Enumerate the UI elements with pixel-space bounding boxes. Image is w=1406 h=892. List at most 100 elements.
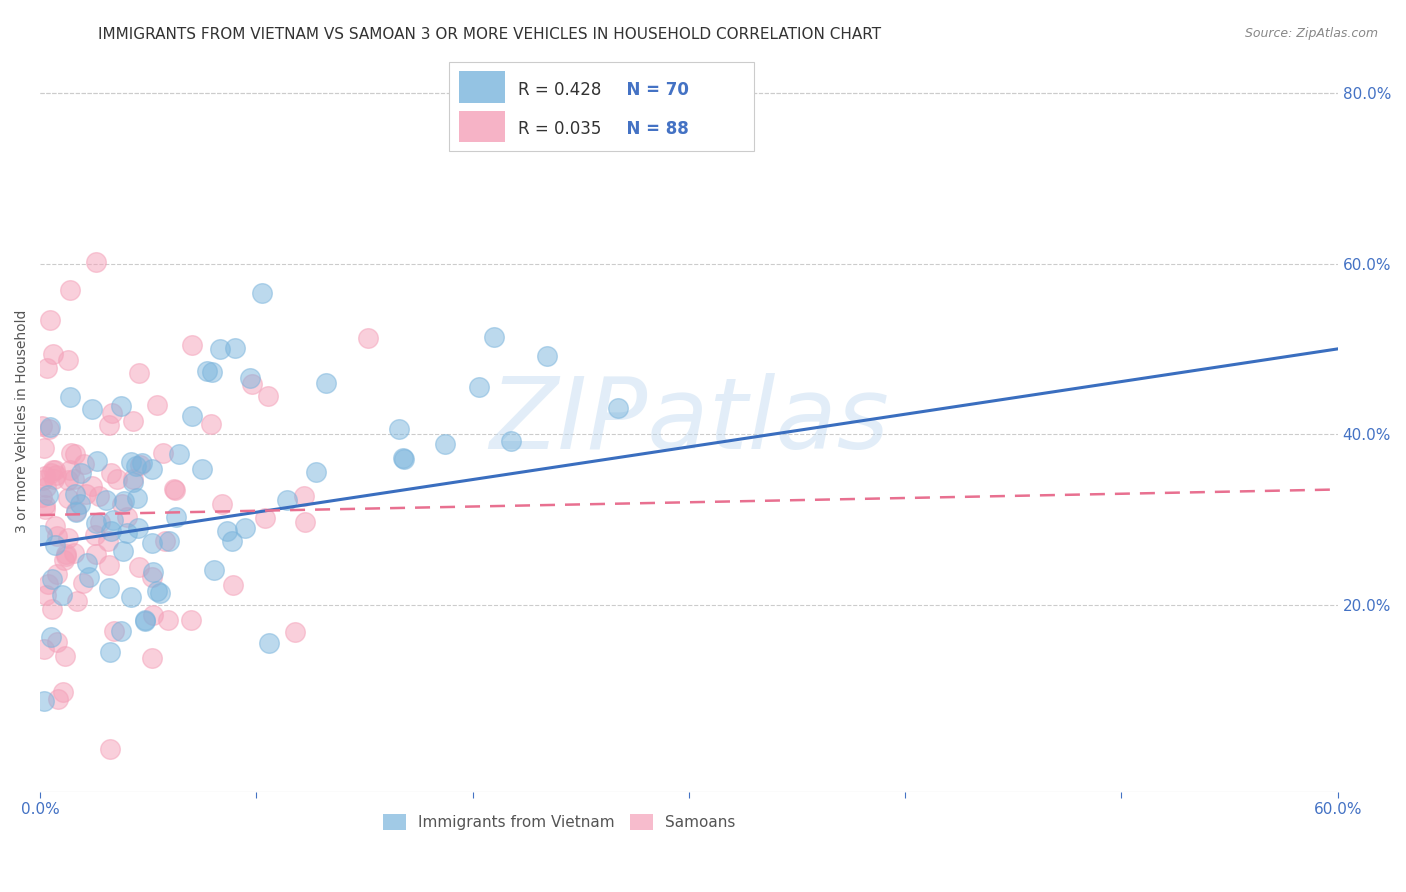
Point: [242, 376, 264, 391]
Point: [254, 511, 277, 525]
Point: [34, 502, 56, 516]
Point: [98, 645, 121, 659]
Point: [37, 488, 59, 502]
Point: [80, 401, 103, 416]
Point: [39, 419, 62, 434]
Point: [32, 641, 55, 656]
Text: R = 0.428: R = 0.428: [517, 81, 600, 99]
Point: [42, 347, 65, 361]
Point: [101, 513, 124, 527]
Point: [127, 521, 149, 535]
Point: [120, 590, 142, 604]
Point: [38, 422, 60, 436]
Point: [56, 352, 79, 367]
Point: [58, 491, 80, 506]
Point: [536, 349, 558, 363]
Point: [45, 529, 67, 543]
Point: [100, 467, 122, 481]
Point: [44, 463, 66, 477]
Point: [217, 524, 239, 538]
Point: [41, 602, 63, 616]
Point: [59, 463, 82, 477]
Point: [63, 487, 86, 501]
Point: [86, 453, 108, 467]
Point: [392, 451, 415, 466]
Point: [111, 497, 134, 511]
Point: [202, 563, 225, 577]
Point: [163, 483, 186, 497]
Point: [239, 370, 262, 384]
Point: [468, 380, 491, 394]
Point: [34, 498, 56, 512]
Point: [200, 417, 222, 431]
Point: [181, 409, 204, 423]
Point: [141, 535, 163, 549]
Point: [180, 613, 202, 627]
Point: [39, 313, 62, 327]
Point: [482, 330, 505, 344]
Point: [141, 462, 163, 476]
Point: [41, 466, 63, 480]
Bar: [460, 111, 505, 142]
Point: [69, 497, 91, 511]
Point: [59, 283, 82, 297]
Point: [128, 458, 150, 473]
Point: [83, 528, 105, 542]
Point: [315, 376, 337, 390]
Point: [146, 584, 169, 599]
Point: [73, 457, 96, 471]
Point: [75, 487, 97, 501]
Point: [134, 614, 156, 628]
Point: [65, 505, 87, 519]
Point: [98, 742, 121, 756]
Point: [124, 458, 146, 473]
Point: [128, 366, 150, 380]
Text: Source: ZipAtlas.com: Source: ZipAtlas.com: [1244, 27, 1378, 40]
Point: [59, 390, 82, 404]
Point: [63, 447, 86, 461]
Point: [56, 531, 79, 545]
Point: [42, 462, 65, 476]
Point: [84, 516, 107, 531]
Point: [31, 418, 53, 433]
Point: [125, 491, 148, 505]
Point: [34, 469, 56, 483]
Point: [31, 528, 53, 542]
Point: [501, 434, 523, 448]
Point: [142, 607, 165, 622]
Point: [45, 468, 67, 483]
Point: [141, 650, 163, 665]
Point: [32, 694, 55, 708]
Point: [65, 504, 87, 518]
Point: [128, 560, 150, 574]
Point: [105, 472, 128, 486]
Text: R = 0.035: R = 0.035: [517, 120, 600, 137]
Point: [233, 521, 256, 535]
Point: [51, 588, 73, 602]
Point: [62, 472, 84, 486]
Point: [46, 692, 69, 706]
Point: [222, 578, 245, 592]
Point: [134, 613, 156, 627]
Point: [62, 546, 84, 560]
Point: [112, 543, 135, 558]
Point: [37, 576, 59, 591]
Text: N = 88: N = 88: [614, 120, 689, 137]
Point: [84, 254, 107, 268]
Legend: Immigrants from Vietnam, Samoans: Immigrants from Vietnam, Samoans: [377, 808, 741, 836]
Point: [46, 566, 69, 581]
Point: [31, 473, 53, 487]
Point: [167, 447, 190, 461]
Point: [149, 586, 172, 600]
Point: [41, 630, 63, 644]
Point: [284, 625, 307, 640]
Point: [357, 331, 380, 345]
Point: [181, 338, 204, 352]
Point: [276, 493, 298, 508]
Point: [142, 565, 165, 579]
Point: [44, 472, 66, 486]
Point: [110, 624, 132, 639]
Point: [58, 473, 80, 487]
Point: [211, 497, 233, 511]
Point: [110, 399, 132, 413]
